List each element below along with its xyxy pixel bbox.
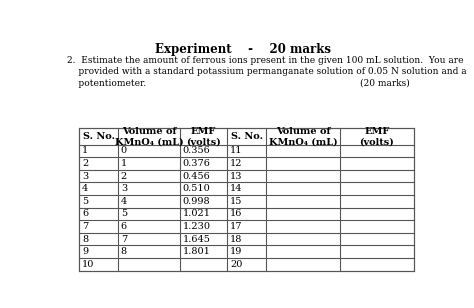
- Text: (20 marks): (20 marks): [360, 79, 410, 88]
- Text: 6: 6: [82, 209, 88, 218]
- Text: provided with a standard potassium permanganate solution of 0.05 N solution and : provided with a standard potassium perma…: [66, 67, 466, 76]
- Text: 4: 4: [121, 197, 127, 206]
- Text: 7: 7: [82, 222, 88, 231]
- Text: Volume of
KMnO₄ (mL): Volume of KMnO₄ (mL): [269, 127, 337, 146]
- Text: 2: 2: [121, 172, 127, 180]
- Text: 2.  Estimate the amount of ferrous ions present in the given 100 mL solution.  Y: 2. Estimate the amount of ferrous ions p…: [66, 56, 463, 65]
- Text: 1.645: 1.645: [182, 235, 210, 244]
- Text: Volume of
KMnO₄ (mL): Volume of KMnO₄ (mL): [115, 127, 183, 146]
- Text: 7: 7: [121, 235, 127, 244]
- Text: EMF
(volts): EMF (volts): [359, 127, 394, 146]
- Text: 12: 12: [230, 159, 242, 168]
- Text: S. No.: S. No.: [230, 132, 263, 141]
- Text: Experiment    -    20 marks: Experiment - 20 marks: [155, 43, 331, 56]
- Text: 1.230: 1.230: [182, 222, 210, 231]
- Text: 0.998: 0.998: [182, 197, 210, 206]
- Text: 16: 16: [230, 209, 242, 218]
- Text: 2: 2: [82, 159, 88, 168]
- Text: 0: 0: [121, 146, 127, 156]
- Text: 20: 20: [230, 260, 242, 269]
- Text: EMF
(volts): EMF (volts): [186, 127, 221, 146]
- Text: 0.456: 0.456: [182, 172, 210, 180]
- Text: 5: 5: [121, 209, 127, 218]
- Text: 3: 3: [82, 172, 88, 180]
- Text: 8: 8: [121, 247, 127, 256]
- Text: 5: 5: [82, 197, 88, 206]
- Text: 1.801: 1.801: [182, 247, 210, 256]
- Text: 0.356: 0.356: [182, 146, 210, 156]
- Text: 17: 17: [230, 222, 242, 231]
- Text: 13: 13: [230, 172, 242, 180]
- Text: 3: 3: [121, 184, 127, 193]
- Text: 18: 18: [230, 235, 242, 244]
- Text: 15: 15: [230, 197, 242, 206]
- Text: 14: 14: [230, 184, 242, 193]
- Text: 1.021: 1.021: [182, 209, 210, 218]
- Text: 10: 10: [82, 260, 94, 269]
- Text: 11: 11: [230, 146, 242, 156]
- Text: 0.376: 0.376: [182, 159, 210, 168]
- Text: 1: 1: [121, 159, 127, 168]
- Text: 19: 19: [230, 247, 242, 256]
- Text: 4: 4: [82, 184, 88, 193]
- Text: potentiometer.: potentiometer.: [66, 79, 146, 88]
- Text: 9: 9: [82, 247, 88, 256]
- Text: 8: 8: [82, 235, 88, 244]
- Text: S. No.: S. No.: [83, 132, 115, 141]
- Text: 1: 1: [82, 146, 88, 156]
- Text: 0.510: 0.510: [182, 184, 210, 193]
- Text: 6: 6: [121, 222, 127, 231]
